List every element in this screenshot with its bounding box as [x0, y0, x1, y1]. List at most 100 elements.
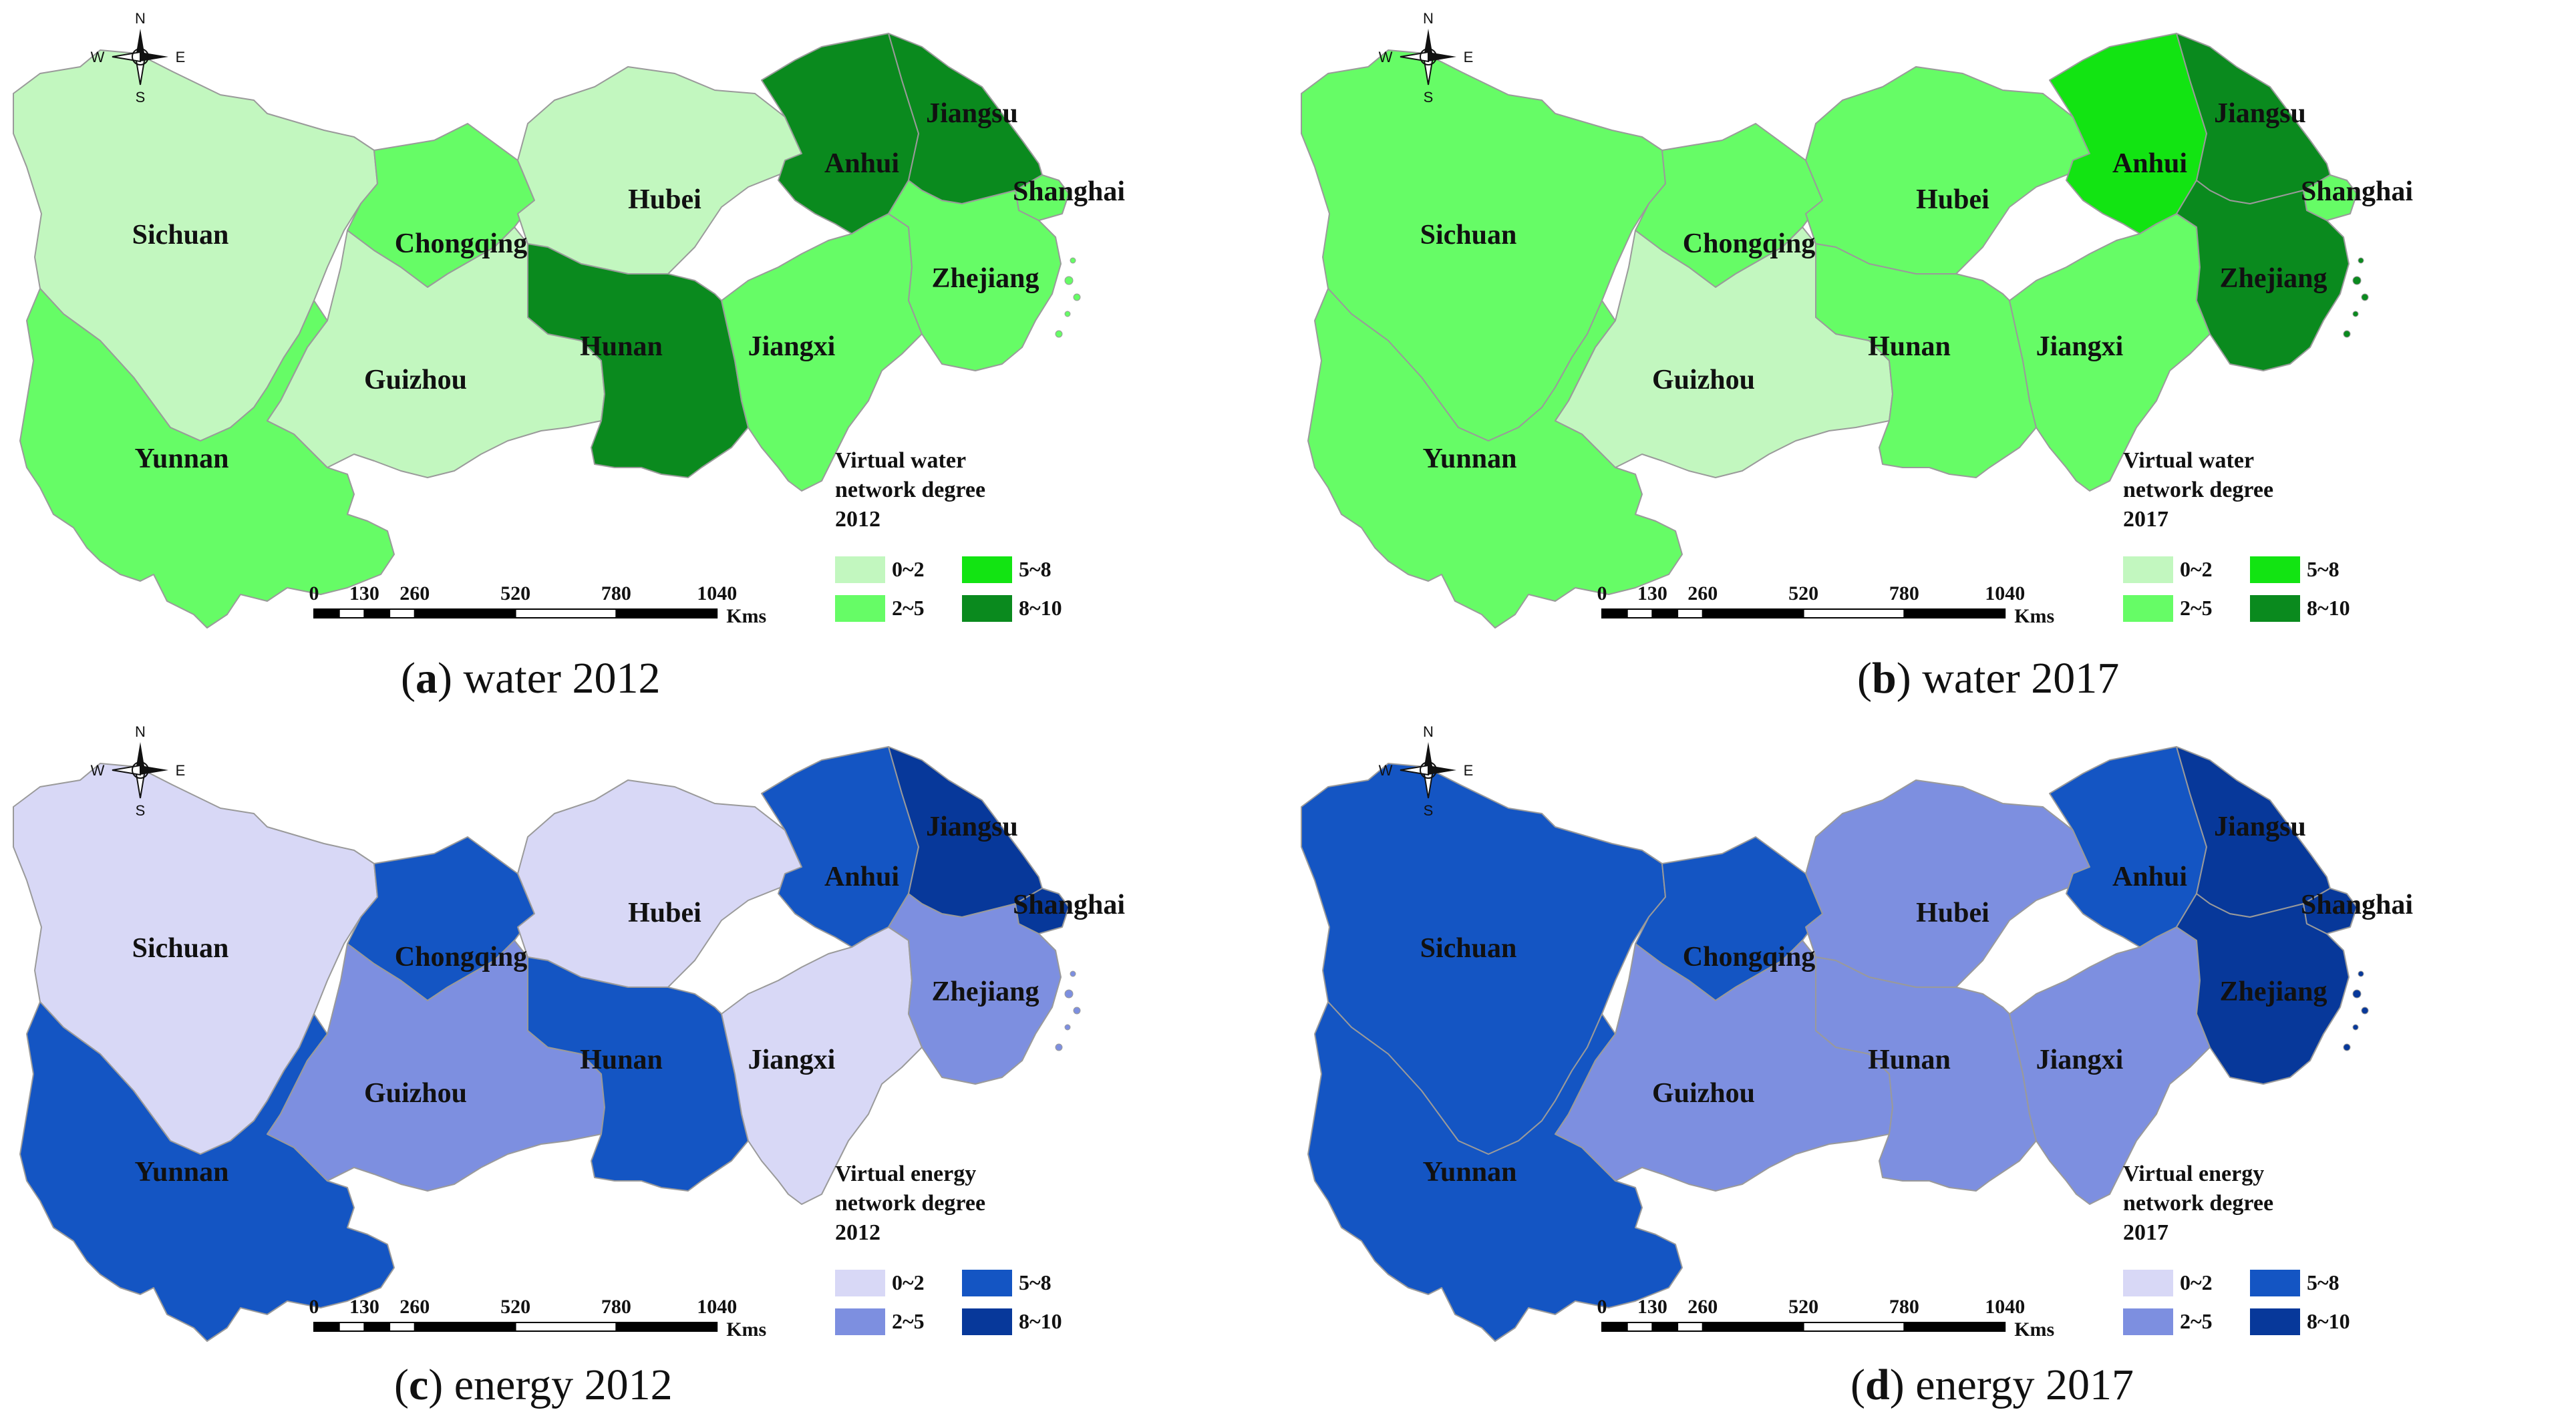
- legend-swatch: [835, 556, 885, 583]
- legend-title-line: Virtual energy: [835, 1162, 976, 1186]
- legend-label: 8~10: [1019, 596, 1062, 620]
- scale-tick-label: 0: [309, 582, 319, 604]
- island-shape: [2352, 276, 2362, 285]
- province-yunnan: [1307, 1001, 1683, 1342]
- province-label-zhejiang: Zhejiang: [2219, 263, 2327, 294]
- legend-label: 0~2: [892, 1270, 925, 1294]
- province-label-anhui: Anhui: [2112, 148, 2187, 179]
- scale-tick-label: 130: [1637, 1296, 1667, 1318]
- scale-tick-label: 0: [1597, 582, 1607, 604]
- legend-swatch: [962, 1270, 1012, 1296]
- province-label-sichuan: Sichuan: [1420, 933, 1517, 964]
- province-jiangxi: [2009, 213, 2211, 492]
- island-shape: [1064, 311, 1071, 317]
- compass-e-label: E: [176, 49, 186, 65]
- island-shape: [1064, 989, 1074, 999]
- legend-title-line: 2012: [835, 1220, 880, 1245]
- province-shanghai: [1015, 888, 1070, 934]
- province-label-hunan: Hunan: [1868, 331, 1951, 362]
- compass-w-label: W: [1379, 762, 1393, 779]
- legend-swatch: [962, 1308, 1012, 1335]
- map-panel-energy-2017: Sichuan Yunnan Chongqing Guizhou Hubei Hunan J…: [1301, 723, 2413, 1342]
- province-label-chongqing: Chongqing: [1683, 228, 1815, 259]
- legend-swatch: [2250, 595, 2300, 622]
- province-label-jiangxi: Jiangxi: [748, 1045, 836, 1075]
- scale-tick-label: 130: [349, 1296, 379, 1318]
- legend-swatch: [2123, 595, 2173, 622]
- legend-title-line: 2017: [2123, 1220, 2168, 1245]
- legend: Virtual energy network degree 2012 0~2 5~8 2~…: [835, 1162, 1062, 1335]
- province-label-anhui: Anhui: [824, 148, 899, 179]
- scale-unit-label: Kms: [726, 1318, 766, 1341]
- compass-n-label: N: [1423, 10, 1434, 27]
- scale-tick-label: 260: [399, 1296, 430, 1318]
- province-anhui: [761, 33, 919, 234]
- legend-label: 0~2: [892, 557, 925, 581]
- province-shanghai: [1015, 174, 1070, 221]
- province-hunan: [527, 243, 749, 478]
- province-label-jiangxi: Jiangxi: [748, 331, 836, 362]
- legend-label: 8~10: [1019, 1309, 1062, 1333]
- legend-title-line: network degree: [835, 478, 985, 502]
- caption-b: (b) water 2017: [1857, 654, 2120, 703]
- province-jiangxi: [721, 926, 923, 1205]
- scale-tick-label: 260: [399, 582, 430, 604]
- province-label-yunnan: Yunnan: [135, 1157, 229, 1188]
- compass-n-label: N: [135, 10, 146, 27]
- province-yunnan: [19, 1001, 395, 1342]
- island-shape: [1073, 1007, 1081, 1015]
- province-label-zhejiang: Zhejiang: [931, 263, 1039, 294]
- compass-e-label: E: [1464, 49, 1474, 65]
- province-hunan: [1815, 243, 2037, 478]
- compass-w-label: W: [91, 762, 105, 779]
- legend-label: 2~5: [2180, 596, 2213, 620]
- legend-label: 5~8: [2307, 557, 2340, 581]
- legend-label: 8~10: [2307, 596, 2350, 620]
- province-hubei: [1805, 66, 2090, 275]
- province-label-jiangsu: Jiangsu: [2214, 98, 2306, 129]
- scale-tick-label: 0: [1597, 1296, 1607, 1318]
- province-label-sichuan: Sichuan: [132, 220, 229, 250]
- province-label-chongqing: Chongqing: [1683, 942, 1815, 972]
- legend-swatch: [835, 1308, 885, 1335]
- island-shape: [2358, 970, 2364, 977]
- province-guizhou: [1555, 940, 1893, 1192]
- compass-e-label: E: [176, 762, 186, 779]
- legend: Virtual water network degree 2017 0~2 5~8 2~5…: [2123, 448, 2350, 622]
- legend-swatch: [835, 1270, 885, 1296]
- island-shape: [1064, 276, 1074, 285]
- legend-label: 5~8: [2307, 1270, 2340, 1294]
- caption-c: (c) energy 2012: [394, 1361, 673, 1409]
- legend-swatch: [835, 595, 885, 622]
- province-guizhou: [267, 940, 605, 1192]
- scale-unit-label: Kms: [2014, 1318, 2054, 1341]
- island-shape: [2352, 989, 2362, 999]
- compass-rose: N S W E: [91, 10, 186, 106]
- island-shape: [1055, 330, 1063, 338]
- legend-swatch: [2123, 1308, 2173, 1335]
- province-yunnan: [19, 288, 395, 629]
- scale-tick-label: 780: [1889, 1296, 1919, 1318]
- island-shape: [1070, 257, 1076, 264]
- legend-swatch: [2250, 1308, 2300, 1335]
- island-shape: [2352, 311, 2359, 317]
- island-shape: [1055, 1043, 1063, 1051]
- province-label-guizhou: Guizhou: [1652, 365, 1755, 395]
- legend-title-line: Virtual water: [835, 448, 966, 473]
- province-label-guizhou: Guizhou: [1652, 1078, 1755, 1109]
- legend-label: 0~2: [2180, 557, 2213, 581]
- province-shanghai: [2303, 174, 2358, 221]
- legend-title-line: Virtual water: [2123, 448, 2254, 473]
- legend-title-line: network degree: [835, 1191, 985, 1216]
- province-jiangxi: [721, 213, 923, 492]
- legend-label: 5~8: [1019, 557, 1052, 581]
- legend: Virtual energy network degree 2017 0~2 5~8 2~…: [2123, 1162, 2350, 1335]
- scale-unit-label: Kms: [726, 605, 766, 627]
- province-label-yunnan: Yunnan: [1423, 443, 1517, 474]
- province-hunan: [1815, 956, 2037, 1192]
- province-anhui: [2049, 746, 2207, 948]
- province-shanghai: [2303, 888, 2358, 934]
